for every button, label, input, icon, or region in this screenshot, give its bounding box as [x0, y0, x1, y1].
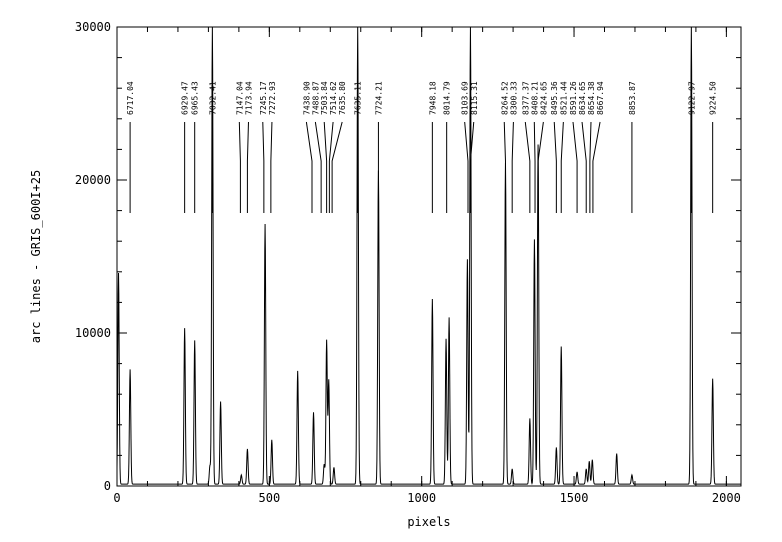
line-id-marker: [262, 121, 265, 213]
line-id-label: 8424.65: [539, 81, 548, 115]
line-id-markers: [129, 121, 714, 213]
line-id-marker: [246, 121, 249, 213]
line-id-label: 8264.52: [500, 81, 509, 115]
x-tick-label: 2000: [712, 491, 741, 505]
line-id-marker: [464, 121, 469, 213]
y-axis-label: arc lines - GRIS_600I+25: [29, 170, 43, 343]
line-id-label: 7032.41: [208, 81, 217, 115]
line-id-label: 8115.31: [470, 81, 479, 115]
line-id-marker: [524, 121, 531, 213]
line-id-marker: [533, 121, 536, 213]
line-id-label: 7635.11: [354, 81, 363, 115]
line-id-label: 7147.04: [235, 81, 244, 115]
line-id-label: 7272.93: [268, 81, 277, 115]
line-id-label: 7724.21: [374, 81, 383, 115]
line-id-label: 7173.94: [244, 81, 253, 115]
line-id-label: 8634.65: [578, 81, 587, 115]
line-id-label: 8014.79: [443, 81, 452, 115]
line-id-label: 8103.69: [461, 81, 470, 115]
line-id-marker: [503, 121, 506, 213]
x-tick-label: 0: [113, 491, 120, 505]
line-id-label: 6965.43: [191, 81, 200, 115]
y-tick-label: 10000: [75, 326, 111, 340]
line-id-marker: [511, 121, 514, 213]
line-id-label: 7503.84: [320, 81, 329, 115]
line-id-label: 7635.80: [338, 81, 347, 115]
line-id-label: 9122.97: [687, 81, 696, 115]
line-id-label: 6929.47: [181, 81, 190, 115]
line-id-label: 7488.87: [311, 81, 320, 115]
plot-frame: [116, 26, 742, 487]
line-id-label: 8654.38: [587, 81, 596, 115]
line-id-marker: [238, 121, 241, 213]
line-id-label: 8591.26: [569, 81, 578, 115]
spectrum: [116, 26, 741, 485]
line-id-marker: [537, 121, 544, 213]
line-id-label: 9224.50: [709, 81, 718, 115]
line-id-marker: [331, 121, 343, 213]
line-id-label: 7438.90: [302, 81, 311, 115]
x-tick-label: 500: [259, 491, 281, 505]
line-id-marker: [469, 121, 475, 213]
line-id-marker: [572, 121, 578, 213]
x-tick-label: 1500: [560, 491, 589, 505]
line-id-label: 7948.18: [428, 81, 437, 115]
line-id-label: 8667.94: [596, 81, 605, 115]
x-tick-label: 1000: [407, 491, 436, 505]
line-id-marker: [553, 121, 557, 213]
line-id-label: 7245.17: [259, 81, 268, 115]
y-tick-label: 20000: [75, 173, 111, 187]
x-axis-label: pixels: [407, 515, 450, 529]
line-id-label: 8495.36: [550, 81, 559, 115]
y-tick-label: 0: [104, 479, 111, 493]
line-id-marker: [589, 121, 592, 213]
line-id-marker: [560, 121, 564, 213]
spectrum-line: [116, 26, 741, 485]
line-id-marker: [305, 121, 313, 213]
line-id-marker: [270, 121, 273, 213]
line-id-labels: 6717.04 6929.47 6965.43 7032.41 7147.04 7173.…: [126, 81, 718, 115]
line-id-label: 7514.62: [329, 81, 338, 115]
line-id-marker: [328, 121, 334, 213]
line-id-marker: [323, 121, 328, 213]
line-id-label: 8377.37: [521, 81, 530, 115]
line-id-label: 8521.44: [559, 81, 568, 115]
line-id-marker: [581, 121, 587, 213]
y-tick-label: 30000: [75, 20, 111, 34]
line-id-label: 8408.21: [530, 81, 539, 115]
line-id-label: 8853.87: [628, 81, 637, 115]
line-id-label: 6717.04: [126, 81, 135, 115]
line-id-label: 8300.33: [509, 81, 518, 115]
line-id-marker: [314, 121, 322, 213]
line-id-marker: [592, 121, 601, 213]
